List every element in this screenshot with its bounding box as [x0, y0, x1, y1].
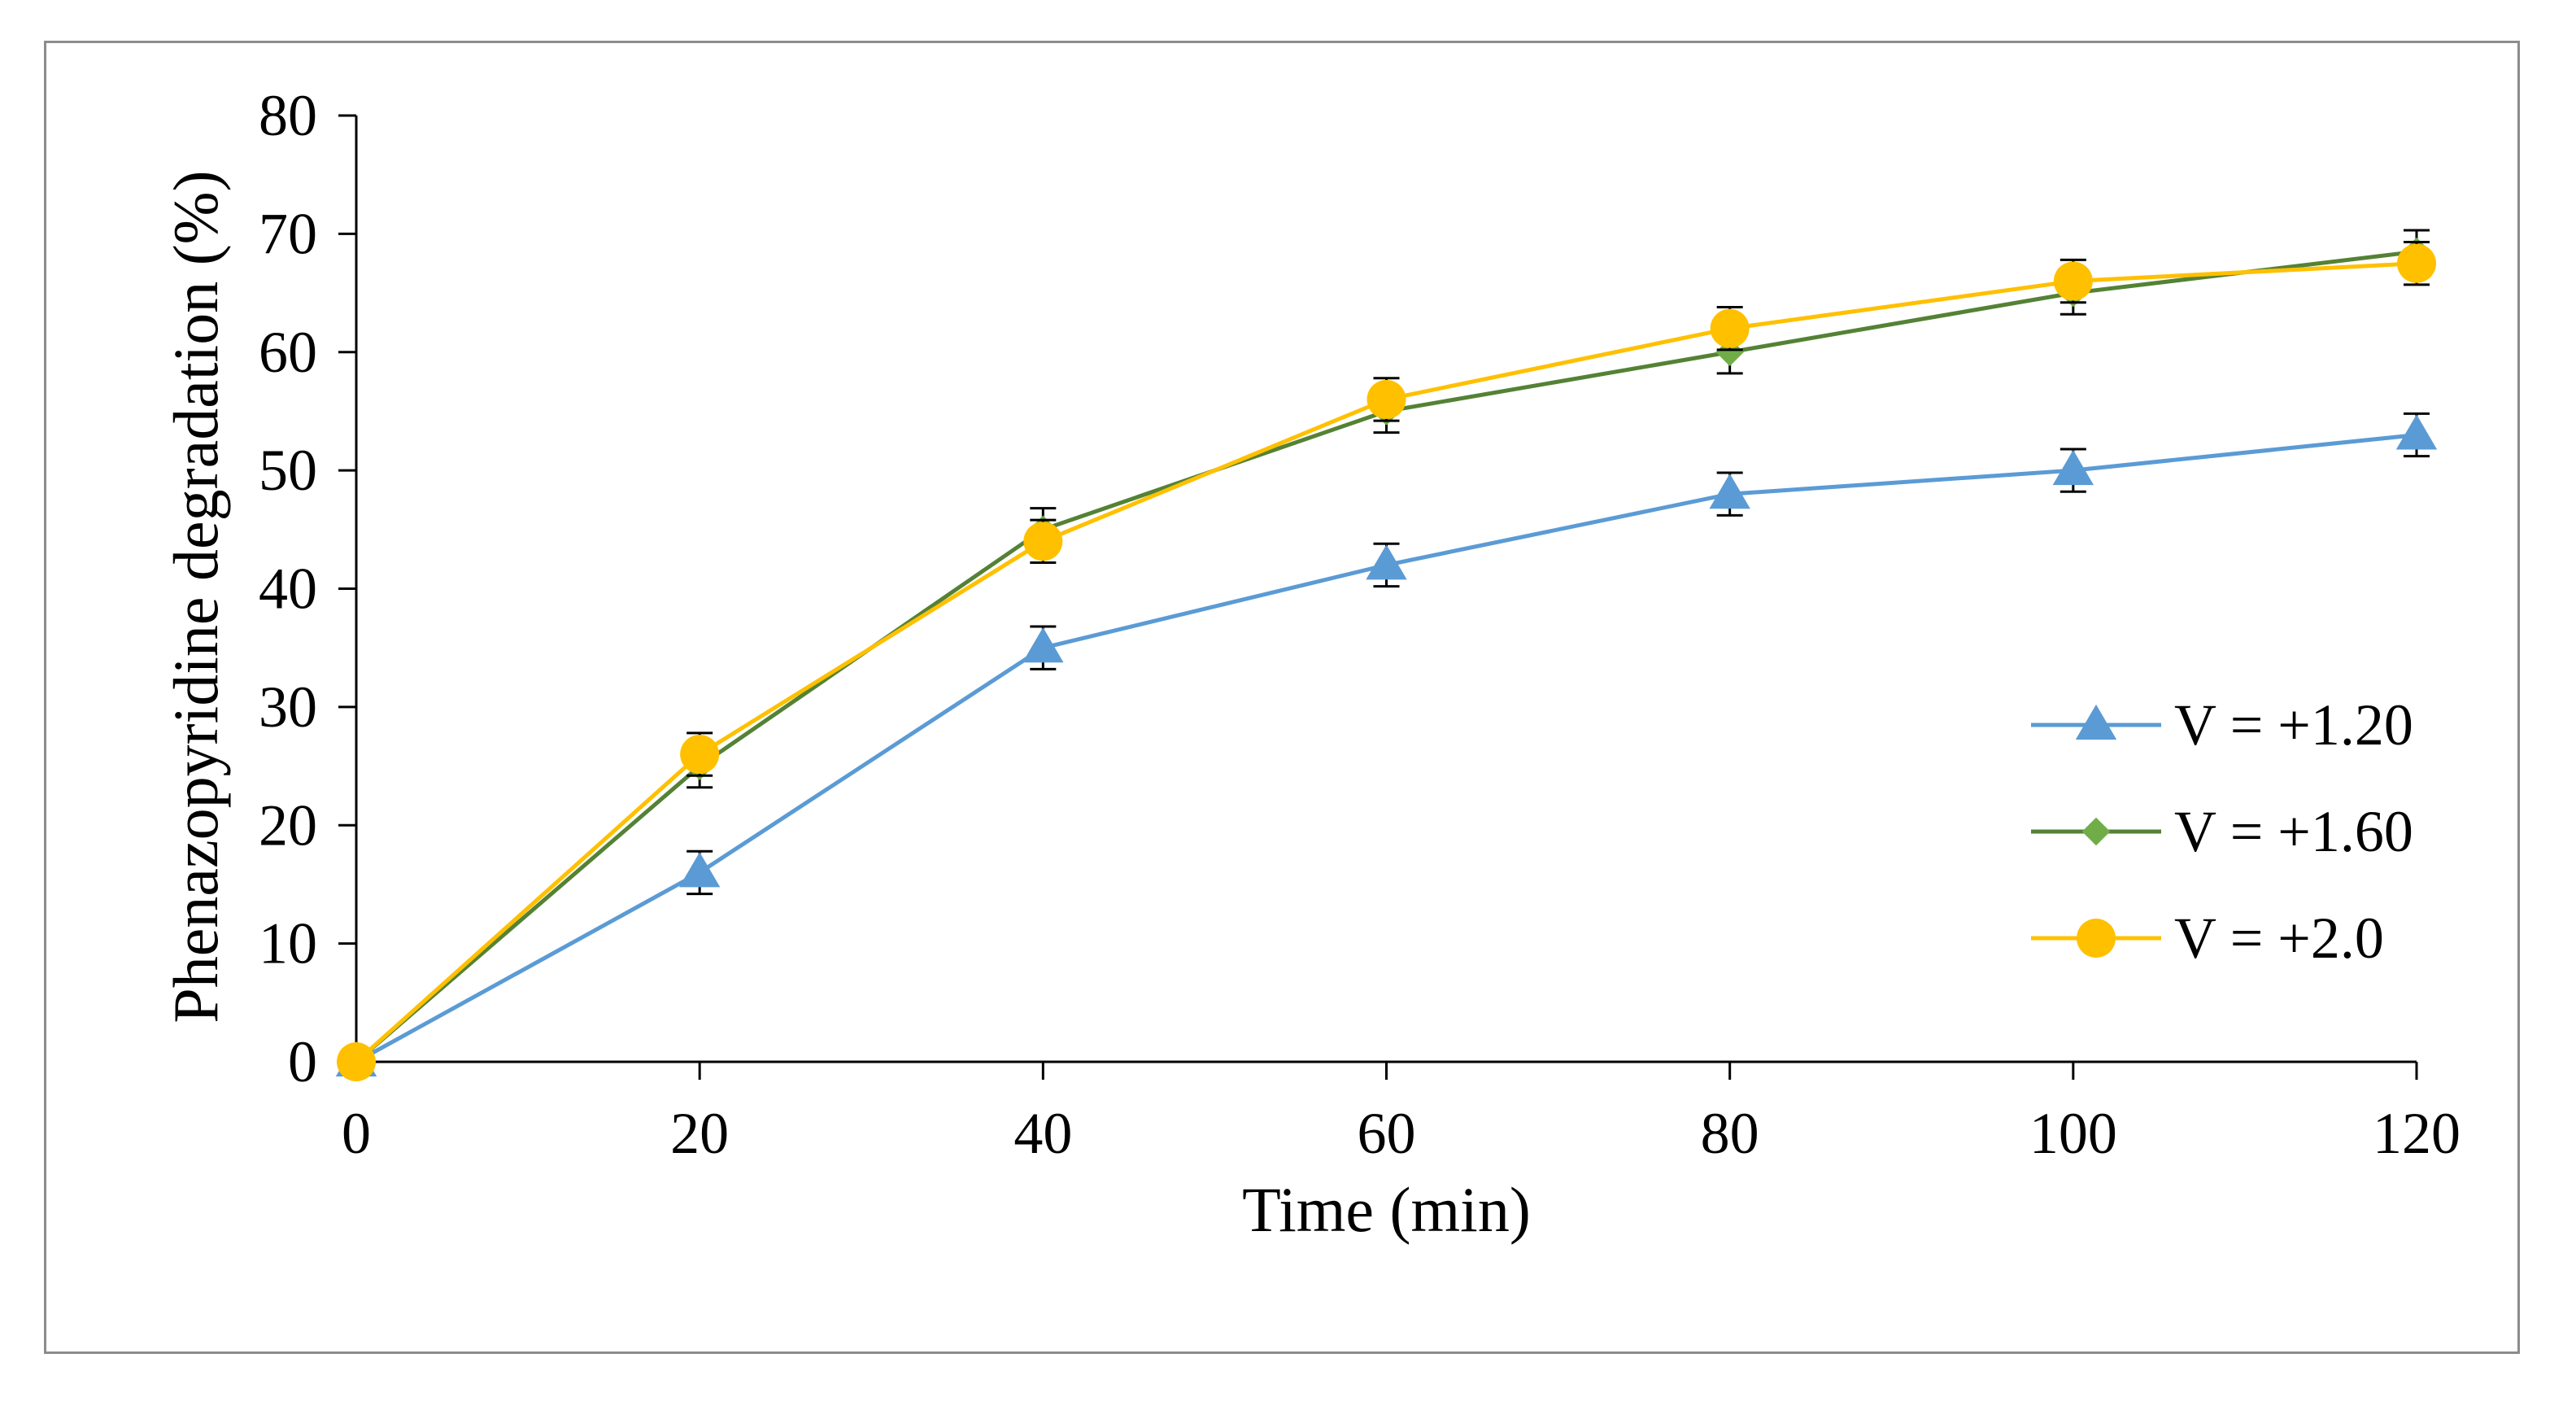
- y-tick-label: 40: [259, 557, 317, 622]
- axes: [355, 116, 2417, 1063]
- data-point: [1366, 544, 1407, 580]
- series-3: [337, 241, 2436, 1081]
- legend: V = +1.20 V = +1.60 V = +2.0: [2031, 692, 2413, 971]
- x-tick-label: 0: [342, 1101, 371, 1166]
- series-layer: [335, 229, 2438, 1081]
- x-tick-label: 120: [2373, 1101, 2460, 1166]
- y-tick-label: 30: [259, 675, 317, 740]
- data-point: [1022, 627, 1064, 663]
- data-point: [337, 1042, 376, 1081]
- data-point: [2395, 414, 2438, 450]
- data-point: [2053, 261, 2093, 301]
- x-tick-label: 40: [1013, 1101, 1072, 1166]
- data-point: [1709, 474, 1750, 509]
- legend-label: V = +1.60: [2174, 799, 2413, 864]
- x-axis-label: Time (min): [1242, 1174, 1531, 1245]
- y-tick-label: 20: [259, 793, 317, 858]
- data-point: [2052, 449, 2094, 486]
- legend-entry-2: V = +1.60: [2031, 799, 2413, 864]
- series-2: [342, 229, 2431, 1076]
- series-1: [335, 412, 2438, 1076]
- series-line: [355, 433, 2417, 1064]
- data-point: [1366, 379, 1406, 419]
- chart-frame: 0 20 40 60 80 100 120 0 10 20 30 40 50 60 70 80 Time (…: [44, 41, 2520, 1354]
- legend-marker: [2081, 817, 2111, 846]
- data-point: [2397, 243, 2436, 283]
- y-tick-label: 0: [288, 1029, 317, 1094]
- legend-entry-1: V = +1.20: [2031, 692, 2413, 758]
- y-axis-label: Phenazopyridine degradation (%): [160, 170, 231, 1023]
- y-tick-label: 60: [259, 320, 317, 385]
- x-tick-label: 60: [1358, 1101, 1416, 1166]
- data-point: [1023, 522, 1063, 561]
- x-tick-label: 100: [2029, 1101, 2117, 1166]
- legend-label: V = +2.0: [2174, 906, 2384, 971]
- x-tick-label: 80: [1701, 1101, 1759, 1166]
- legend-marker: [2075, 704, 2117, 740]
- legend-label: V = +1.20: [2174, 692, 2413, 758]
- y-axis-ticks: 0 10 20 30 40 50 60 70 80: [259, 83, 356, 1094]
- data-point: [1710, 308, 1750, 348]
- y-tick-label: 80: [259, 83, 317, 148]
- data-point: [680, 735, 720, 775]
- legend-entry-3: V = +2.0: [2031, 906, 2384, 971]
- legend-marker: [2077, 919, 2116, 958]
- x-tick-label: 20: [670, 1101, 729, 1166]
- y-tick-label: 10: [259, 911, 317, 976]
- y-tick-label: 70: [259, 201, 317, 266]
- line-chart: 0 20 40 60 80 100 120 0 10 20 30 40 50 60 70 80 Time (…: [160, 83, 2460, 1245]
- x-axis-ticks: 0 20 40 60 80 100 120: [342, 1062, 2460, 1166]
- y-tick-label: 50: [259, 438, 317, 503]
- data-point: [678, 852, 721, 888]
